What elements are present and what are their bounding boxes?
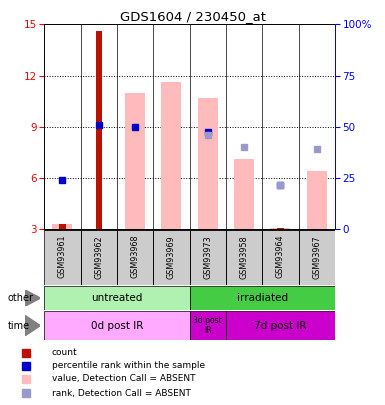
Text: GSM93967: GSM93967 [312,235,321,279]
Bar [80,230,117,285]
Bar [277,228,284,229]
Bar [190,311,226,340]
Text: value, Detection Call = ABSENT: value, Detection Call = ABSENT [52,374,195,383]
Text: GSM93962: GSM93962 [94,235,103,279]
Bar [161,82,181,229]
Polygon shape [25,315,40,336]
Bar [153,230,189,285]
Bar [117,230,153,285]
Text: percentile rank within the sample: percentile rank within the sample [52,361,205,370]
Bar [125,93,145,229]
Text: GSM93958: GSM93958 [239,235,249,279]
Bar [59,224,66,229]
Text: untreated: untreated [91,293,142,303]
Polygon shape [25,290,40,306]
Bar [190,286,335,310]
Bar [52,224,72,229]
Text: GSM93968: GSM93968 [131,235,140,279]
Bar [190,230,226,285]
Bar [226,311,335,340]
Bar [44,286,190,310]
Bar [198,98,218,229]
Text: 3d post
IR: 3d post IR [193,316,222,335]
Text: GSM93961: GSM93961 [58,235,67,279]
Text: 0d post IR: 0d post IR [91,321,143,330]
Bar [44,311,190,340]
Text: rank, Detection Call = ABSENT: rank, Detection Call = ABSENT [52,389,191,398]
Text: time: time [8,321,30,330]
Text: other: other [8,293,34,303]
Bar [226,230,262,285]
Bar [44,230,80,285]
Text: irradiated: irradiated [237,293,288,303]
Text: GSM93973: GSM93973 [203,235,212,279]
Bar [270,228,290,229]
Bar [95,31,102,229]
Text: GSM93964: GSM93964 [276,235,285,279]
Text: GSM93969: GSM93969 [167,235,176,279]
Text: count: count [52,348,77,357]
Text: GDS1604 / 230450_at: GDS1604 / 230450_at [119,10,266,23]
Text: 7d post IR: 7d post IR [254,321,307,330]
Bar [299,230,335,285]
Bar [234,159,254,229]
Bar [307,171,327,229]
Bar [262,230,299,285]
